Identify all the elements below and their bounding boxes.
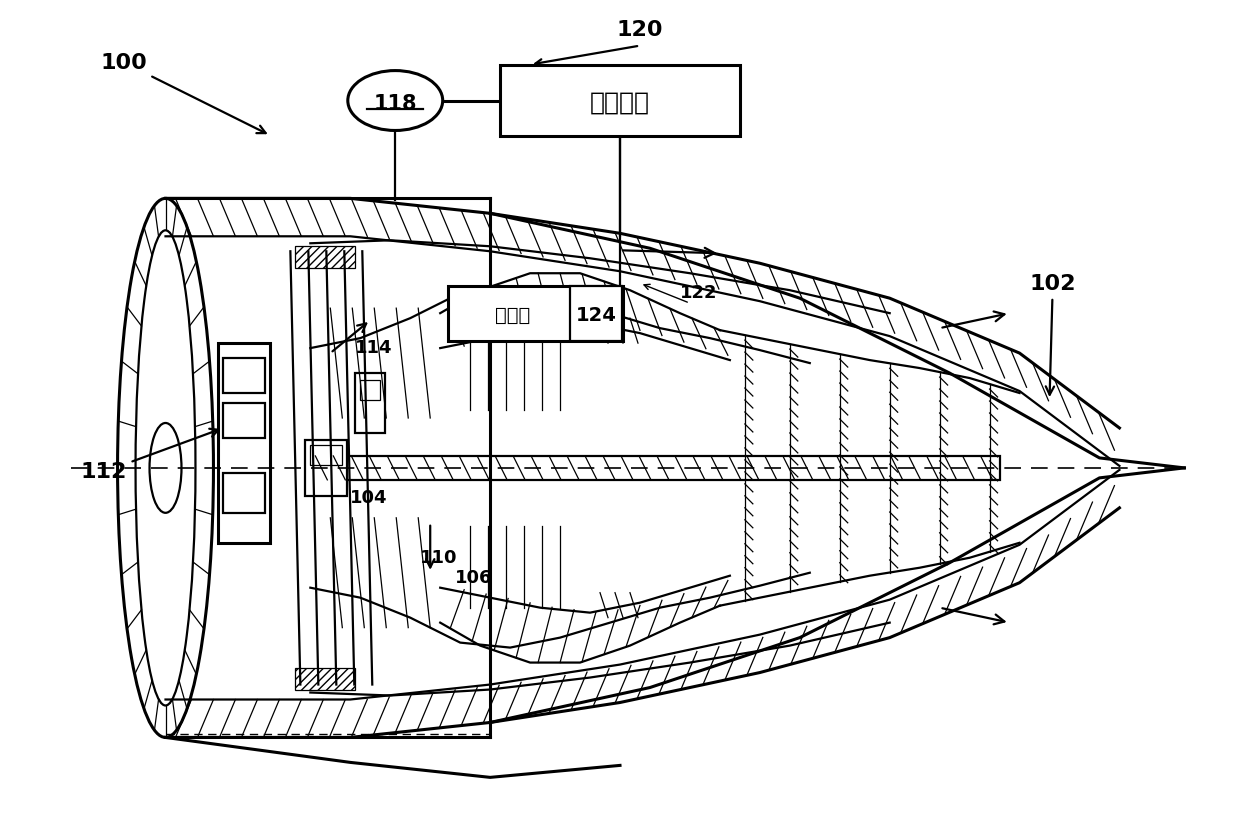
Text: 112: 112 (81, 429, 218, 482)
Bar (218, 343, 270, 542)
Bar (310, 445, 342, 465)
Bar (305, 440, 347, 496)
Bar (500, 65, 740, 136)
Ellipse shape (150, 423, 181, 513)
Bar (223, 358, 265, 393)
Bar (310, 456, 999, 480)
Bar (570, 286, 622, 342)
Text: 110: 110 (420, 549, 458, 567)
Text: 100: 100 (100, 52, 265, 133)
Text: 120: 120 (616, 20, 663, 40)
Text: 104: 104 (351, 489, 388, 507)
Bar (361, 380, 381, 400)
Text: 114: 114 (356, 339, 393, 357)
Text: 控制系统: 控制系统 (590, 91, 650, 114)
Bar (356, 373, 386, 433)
Text: 燃料阀: 燃料阀 (496, 306, 531, 324)
Text: 118: 118 (373, 93, 417, 114)
Ellipse shape (347, 70, 443, 131)
Text: 122: 122 (680, 284, 718, 302)
Bar (448, 286, 622, 342)
Bar (223, 403, 265, 438)
Text: 102: 102 (1029, 275, 1076, 395)
Text: 124: 124 (575, 306, 616, 324)
Bar (295, 667, 356, 690)
Bar (223, 473, 265, 513)
Text: 106: 106 (455, 569, 492, 587)
Bar (295, 246, 356, 268)
